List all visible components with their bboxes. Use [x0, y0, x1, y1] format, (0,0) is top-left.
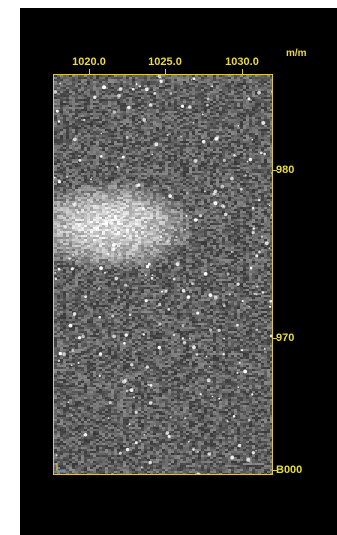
y-x-axis-icon [56, 463, 65, 472]
y-tick-label-3: B000 [276, 464, 303, 476]
x-tick-3 [242, 69, 243, 74]
x-tick-label-3: 1030.0 [225, 56, 259, 68]
seismic-image-panel[interactable] [53, 74, 273, 475]
y-tick-1 [272, 170, 277, 171]
y-tick-2 [272, 338, 277, 339]
y-tick-label-1: 980 [276, 164, 295, 176]
y-tick-label-2: 970 [276, 332, 295, 344]
noise-image [54, 75, 272, 474]
x-tick-label-2: 1025.0 [148, 56, 182, 68]
unit-label: m/m [286, 48, 307, 59]
y-tick-3 [272, 470, 277, 471]
x-tick-label-1: 1020.0 [72, 56, 106, 68]
x-tick-1 [89, 69, 90, 74]
image-viewer: m/m 1020.0 1025.0 1030.0 980 970 B000 [20, 8, 337, 535]
x-tick-2 [165, 69, 166, 74]
